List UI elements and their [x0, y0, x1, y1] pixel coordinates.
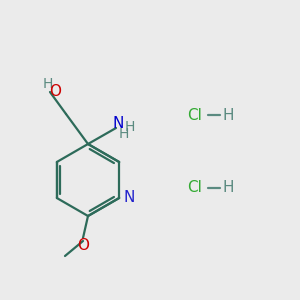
Text: Cl: Cl	[188, 181, 202, 196]
Text: H: H	[119, 127, 129, 141]
Text: H: H	[125, 120, 135, 134]
Text: H: H	[222, 107, 234, 122]
Text: N: N	[124, 190, 135, 206]
Text: O: O	[49, 85, 61, 100]
Text: H: H	[43, 77, 53, 91]
Text: N: N	[112, 116, 124, 131]
Text: Cl: Cl	[188, 107, 202, 122]
Text: O: O	[77, 238, 89, 253]
Text: H: H	[222, 181, 234, 196]
